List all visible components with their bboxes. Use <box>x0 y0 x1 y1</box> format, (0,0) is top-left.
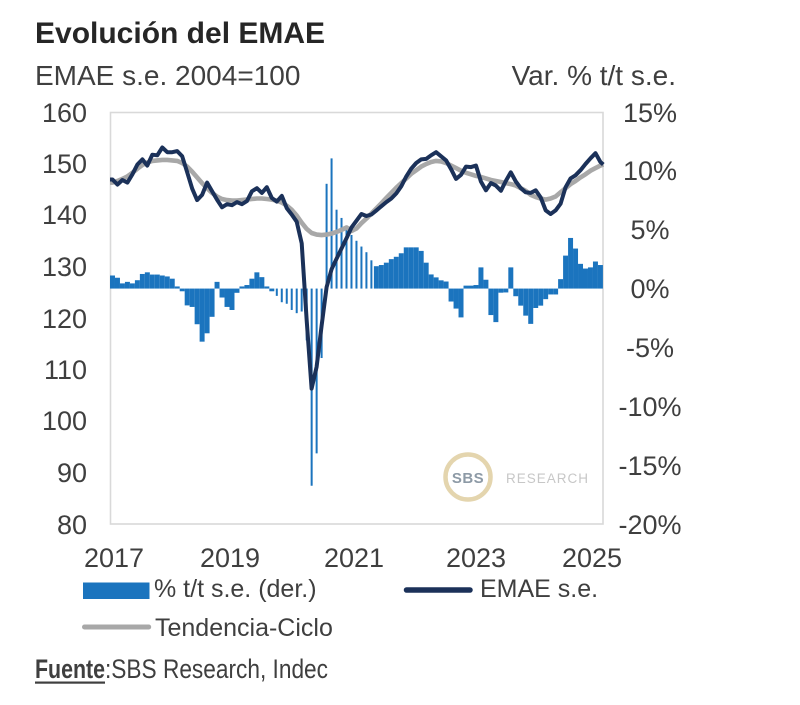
svg-text:-15%: -15% <box>618 451 681 481</box>
svg-text:RESEARCH: RESEARCH <box>506 471 589 486</box>
svg-text:Evolución del EMAE: Evolución del EMAE <box>35 17 325 50</box>
svg-text:2021: 2021 <box>324 543 384 573</box>
svg-text:SBS: SBS <box>452 470 484 487</box>
svg-text:EMAE s.e. 2004=100: EMAE s.e. 2004=100 <box>35 60 300 91</box>
svg-text:130: 130 <box>42 252 87 282</box>
svg-text:2025: 2025 <box>562 543 622 573</box>
svg-text:150: 150 <box>42 149 87 179</box>
svg-text:-20%: -20% <box>618 510 681 540</box>
svg-text::SBS Research, Indec: :SBS Research, Indec <box>105 654 328 684</box>
svg-text:2019: 2019 <box>200 543 260 573</box>
svg-text:-5%: -5% <box>626 333 674 363</box>
svg-text:Fuente: Fuente <box>35 654 105 684</box>
svg-text:110: 110 <box>44 355 87 385</box>
svg-text:2017: 2017 <box>84 543 144 573</box>
svg-text:120: 120 <box>42 304 87 334</box>
svg-text:Var. % t/t s.e.: Var. % t/t s.e. <box>512 60 676 91</box>
svg-text:160: 160 <box>42 98 87 128</box>
svg-text:Tendencia-Ciclo: Tendencia-Ciclo <box>155 614 333 642</box>
svg-text:EMAE s.e.: EMAE s.e. <box>480 575 598 603</box>
svg-text:% t/t s.e. (der.): % t/t s.e. (der.) <box>154 575 317 603</box>
svg-text:100: 100 <box>42 406 87 436</box>
svg-text:10%: 10% <box>623 156 677 186</box>
svg-text:-10%: -10% <box>618 392 681 422</box>
svg-text:80: 80 <box>57 510 87 540</box>
svg-text:140: 140 <box>42 200 87 230</box>
svg-text:90: 90 <box>57 458 87 488</box>
svg-text:15%: 15% <box>623 98 677 128</box>
svg-text:5%: 5% <box>630 215 669 245</box>
svg-text:2023: 2023 <box>446 543 506 573</box>
svg-text:0%: 0% <box>630 274 669 304</box>
